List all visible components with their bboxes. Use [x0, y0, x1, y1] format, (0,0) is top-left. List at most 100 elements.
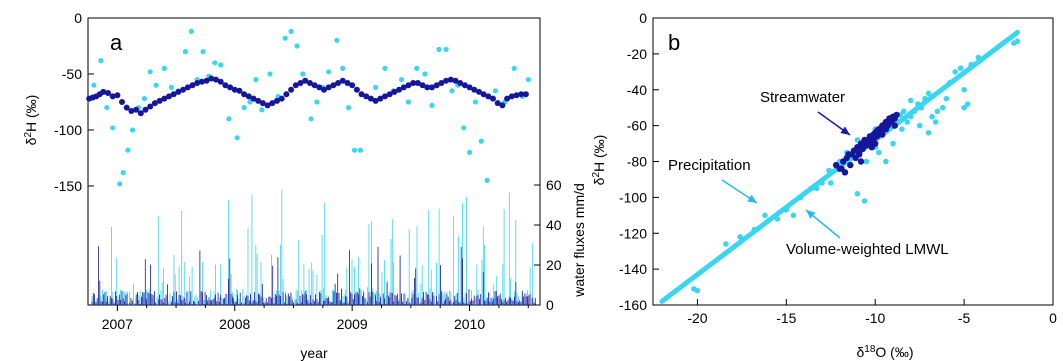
precip-point — [200, 49, 206, 55]
precip-point — [334, 37, 340, 44]
x-tick-label: -5 — [958, 310, 971, 326]
streamwater-label: Streamwater — [760, 89, 845, 106]
stream-point — [400, 84, 407, 91]
stream-point — [344, 80, 351, 86]
stream-point — [189, 82, 196, 89]
y-tick-label: -150 — [54, 178, 82, 194]
panel-a-xlabel: year — [300, 345, 328, 361]
stream-point — [358, 91, 365, 98]
precip-point — [373, 84, 379, 90]
stream-point — [184, 84, 191, 91]
panel-b-xlabel: δ18O (‰) — [856, 344, 913, 361]
stream-point — [255, 97, 262, 104]
precip-point — [120, 170, 126, 176]
precip-delta-point — [723, 241, 729, 247]
precip-delta-point — [863, 158, 870, 165]
x-tick-label: 2007 — [102, 316, 133, 332]
stream-point — [321, 86, 327, 93]
precip-delta-point — [774, 216, 781, 222]
precip-point — [161, 65, 167, 71]
stream-point — [367, 95, 374, 102]
x-tick-label: -20 — [687, 310, 707, 326]
precip-delta-point — [964, 101, 971, 107]
stream-point — [175, 88, 182, 95]
precip-delta-point — [934, 108, 941, 115]
stream-point — [311, 82, 318, 89]
precip-delta-point — [968, 61, 974, 68]
precip-point — [484, 177, 490, 183]
precip-delta-point — [1014, 38, 1021, 45]
stream-point — [499, 102, 506, 109]
precip-delta-point — [876, 149, 882, 156]
stream-point — [269, 100, 276, 107]
stream-point — [119, 99, 125, 105]
precip-point — [247, 99, 253, 105]
precip-delta-point — [916, 122, 923, 129]
stream-point — [386, 91, 393, 98]
stream-point — [461, 82, 468, 89]
y2-tick-label: 60 — [546, 177, 562, 193]
stream-point — [109, 93, 116, 100]
precip-point — [91, 82, 97, 88]
precip-delta-point — [854, 191, 861, 197]
y2-tick-label: 40 — [546, 217, 562, 233]
precip-point — [212, 60, 218, 66]
precip-delta-point — [808, 185, 814, 192]
precip-point — [351, 147, 358, 153]
y-tick-label: 0 — [74, 10, 82, 26]
precip-point — [188, 28, 194, 34]
precip-point — [525, 77, 531, 83]
stream-point — [274, 97, 280, 104]
stream-point — [236, 87, 243, 94]
y-tick-label: 0 — [639, 10, 647, 26]
stream-point — [302, 77, 309, 84]
precip-point — [436, 46, 442, 53]
x-tick-label: 0 — [1049, 310, 1057, 326]
precip-delta-point — [915, 101, 921, 107]
stream-point — [198, 78, 205, 85]
precip-delta-point — [762, 212, 768, 219]
precip-point — [168, 84, 174, 90]
precip-point — [492, 88, 498, 94]
precip-point — [147, 69, 153, 75]
lmwl-label: Volume-weighted LMWL — [786, 241, 949, 258]
stream-point — [133, 106, 140, 113]
precip-delta-point — [957, 65, 964, 71]
stream-point — [452, 77, 459, 84]
stream-point — [424, 84, 431, 91]
stream-point — [114, 92, 121, 99]
precip-isotope-points — [91, 28, 531, 187]
x-tick-label: 2010 — [454, 316, 485, 332]
stream-point — [217, 78, 224, 85]
precip-point — [443, 46, 449, 53]
stream-point — [443, 77, 450, 84]
stream-point — [128, 108, 135, 114]
precip-delta-point — [890, 140, 896, 147]
precip-delta-point — [751, 226, 758, 233]
precip-delta-point — [975, 54, 982, 61]
stream-point — [372, 97, 379, 104]
precip-point — [357, 147, 363, 153]
precip-point — [241, 105, 247, 111]
stream-point — [170, 91, 177, 98]
stream-point — [105, 90, 111, 96]
streamwater-arrowhead — [840, 126, 850, 135]
stream-point — [335, 80, 342, 86]
stream-isotope-points — [86, 75, 529, 117]
precip-delta-point — [826, 167, 832, 174]
precip-delta-point — [797, 194, 804, 201]
stream-delta-point — [893, 111, 900, 119]
stream-point — [137, 110, 144, 117]
stream-point — [508, 93, 515, 100]
stream-delta-point — [891, 122, 898, 129]
precip-point — [300, 71, 306, 77]
stream-point — [283, 91, 290, 98]
stream-point — [485, 93, 492, 100]
stream-point — [349, 82, 356, 89]
precip-delta-point — [694, 287, 701, 294]
precip-delta-point — [961, 104, 967, 111]
stream-point — [203, 77, 210, 84]
precip-delta-point — [922, 95, 928, 102]
precip-point — [414, 65, 420, 71]
stream-point — [147, 103, 154, 110]
